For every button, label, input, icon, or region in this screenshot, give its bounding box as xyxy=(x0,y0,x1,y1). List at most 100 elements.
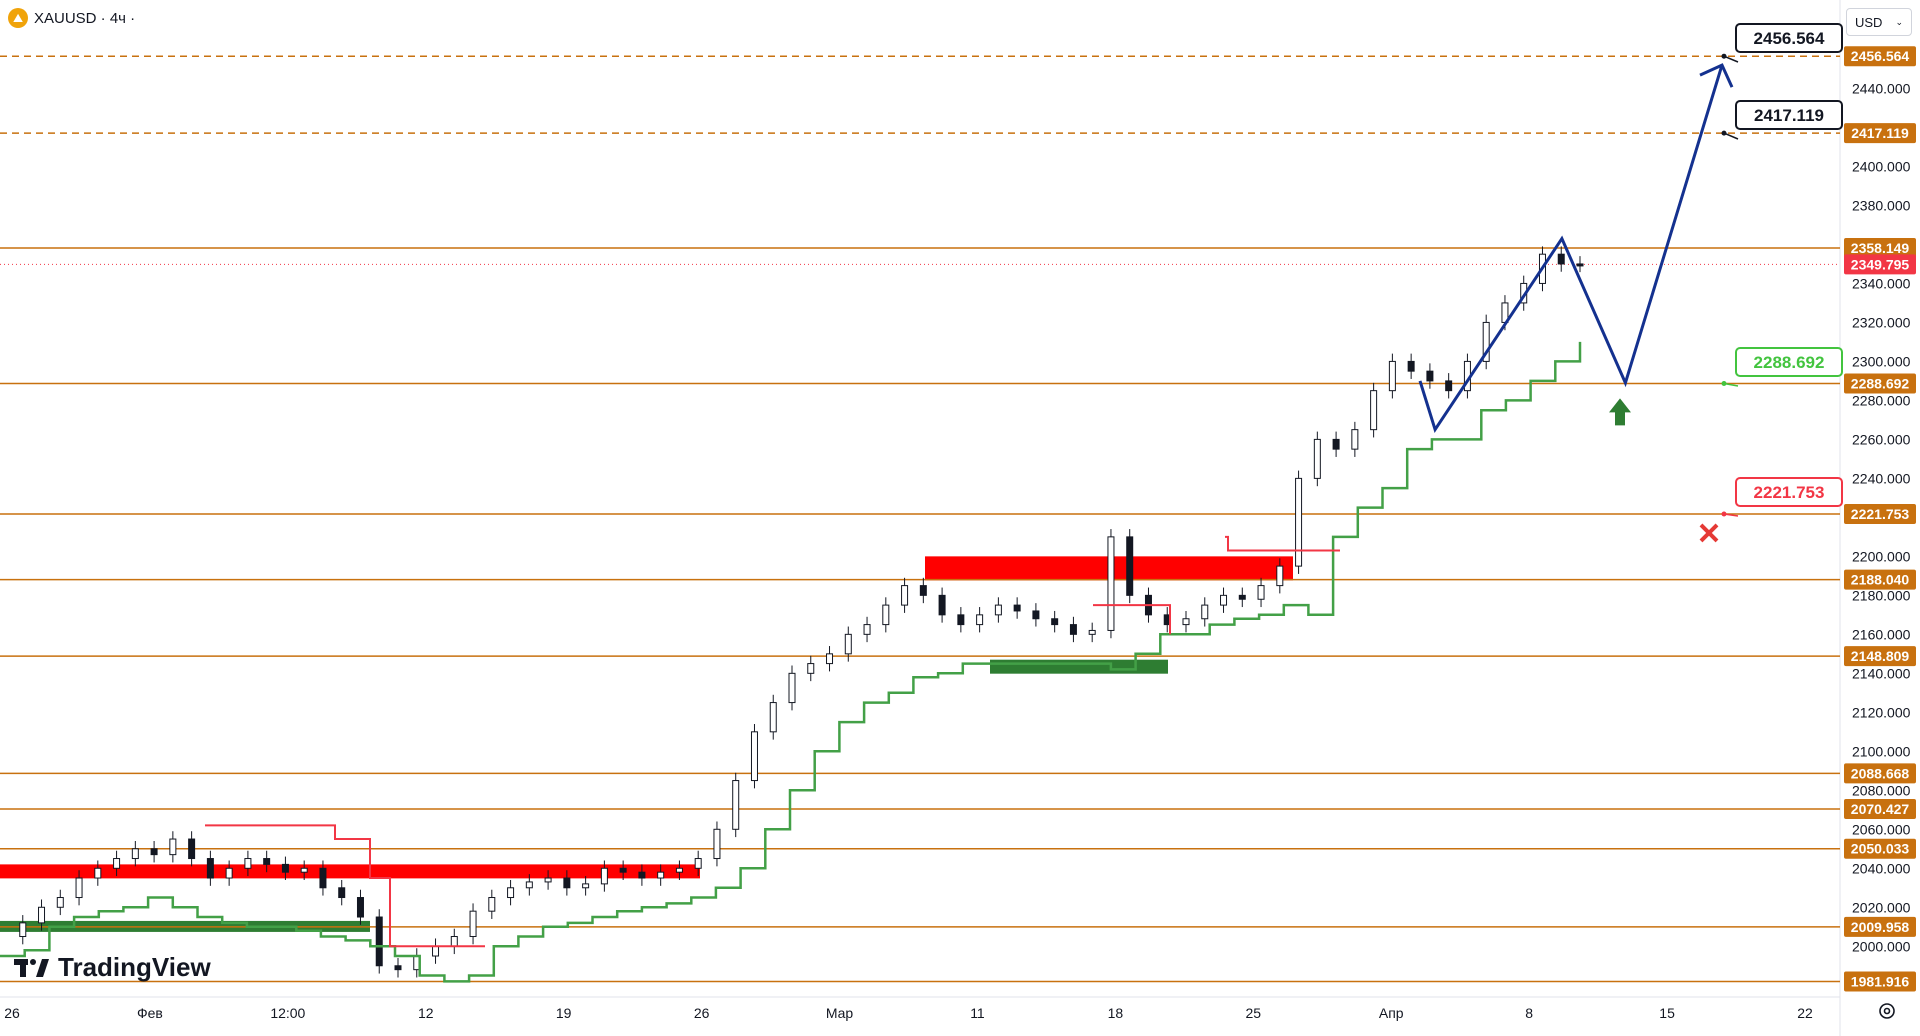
candle-body xyxy=(469,910,477,938)
candle-body xyxy=(1051,618,1059,626)
candle-body xyxy=(582,883,590,889)
price-tick-label: 2320.000 xyxy=(1852,314,1911,330)
level-price-badge xyxy=(1844,798,1916,819)
level-price-label: 2288.692 xyxy=(1851,375,1910,391)
callout-box xyxy=(1735,23,1843,53)
level-price-label: 1981.916 xyxy=(1851,974,1910,990)
price-tick-label: 2040.000 xyxy=(1852,860,1911,876)
level-price-badge xyxy=(1844,46,1916,67)
candle-body xyxy=(769,702,777,733)
candle-body xyxy=(225,867,233,879)
candle-body xyxy=(600,867,608,885)
price-callout: 2221.753 xyxy=(1721,477,1843,517)
candle-body xyxy=(713,828,721,860)
price-tick-label: 2200.000 xyxy=(1852,548,1911,564)
candle-body xyxy=(1126,536,1134,596)
price-tick-label: 2260.000 xyxy=(1852,431,1911,447)
callout-anchor xyxy=(1721,53,1727,59)
candle-body xyxy=(169,838,177,856)
candle-body xyxy=(263,858,271,865)
support-zone xyxy=(990,659,1168,674)
symbol-label: XAUUSD · 4ч · xyxy=(34,9,136,27)
callout-pointer xyxy=(1723,55,1739,63)
time-tick-label: 26 xyxy=(694,1005,710,1021)
candle-body xyxy=(244,858,252,869)
price-tick-label: 2240.000 xyxy=(1852,470,1911,486)
time-tick-label: Апр xyxy=(1379,1005,1404,1021)
candle-body xyxy=(882,604,890,626)
level-price-label: 2070.427 xyxy=(1851,801,1910,817)
candle-body xyxy=(1388,360,1396,392)
price-tick-label: 2020.000 xyxy=(1852,899,1911,915)
level-price-badge xyxy=(1844,238,1916,259)
candle-body xyxy=(938,594,946,616)
candle-body xyxy=(1013,604,1021,612)
candle-body xyxy=(1576,263,1584,267)
callout-anchor xyxy=(1721,130,1727,136)
candle-body xyxy=(150,848,158,856)
level-price-label: 2148.809 xyxy=(1851,648,1910,664)
brand-name: TradingView xyxy=(58,952,211,982)
time-tick-label: Фев xyxy=(137,1005,163,1021)
price-callout: 2417.119 xyxy=(1721,100,1843,140)
level-price-label: 2456.564 xyxy=(1851,48,1910,64)
level-price-badge xyxy=(1844,763,1916,784)
settings-gear-icon[interactable] xyxy=(1876,1000,1898,1022)
price-tick-label: 2440.000 xyxy=(1852,80,1911,96)
candle-body xyxy=(732,780,740,830)
tradingview-logo: TradingView xyxy=(14,952,211,983)
price-callout: 2288.692 xyxy=(1721,347,1843,387)
candle-body xyxy=(38,906,46,924)
price-tick-label: 2160.000 xyxy=(1852,626,1911,642)
candle-body xyxy=(450,936,458,947)
resistance-zone xyxy=(0,864,700,879)
projection-arrowhead xyxy=(1699,63,1734,88)
resistance-trail-line xyxy=(1093,535,1340,635)
candle-body xyxy=(94,867,102,879)
candle-body xyxy=(75,877,83,899)
candle-body xyxy=(1313,438,1321,479)
resistance-trail-line xyxy=(205,824,485,948)
time-tick-label: 22 xyxy=(1797,1005,1813,1021)
currency-select[interactable]: USD ⌄ xyxy=(1846,8,1912,36)
level-price-badge xyxy=(1844,503,1916,524)
price-tick-label: 2060.000 xyxy=(1852,821,1911,837)
time-tick-label: 12 xyxy=(418,1005,434,1021)
candle-body xyxy=(394,965,402,971)
time-tick-label: 12:00 xyxy=(270,1005,305,1021)
candle-body xyxy=(300,867,308,873)
candle-body xyxy=(1482,321,1490,362)
candle-body xyxy=(657,871,665,879)
candle-body xyxy=(619,867,627,873)
callout-label: 2221.753 xyxy=(1754,483,1825,502)
candle-body xyxy=(976,614,984,626)
price-tick-label: 2280.000 xyxy=(1852,392,1911,408)
symbol-header[interactable]: ⛰ XAUUSD · 4ч · xyxy=(8,8,135,28)
candle-body xyxy=(826,653,834,665)
price-callout: 2456.564 xyxy=(1721,23,1843,63)
candle-body xyxy=(188,838,196,860)
level-price-badge xyxy=(1844,916,1916,937)
candle-body xyxy=(131,848,139,860)
candle-body xyxy=(1557,253,1565,265)
callout-pointer xyxy=(1723,132,1739,140)
price-tick-label: 2080.000 xyxy=(1852,782,1911,798)
candle-body xyxy=(1182,618,1190,626)
callout-anchor xyxy=(1721,511,1727,517)
candle-body xyxy=(281,863,289,873)
chevron-down-icon: ⌄ xyxy=(1895,16,1903,27)
candle-body xyxy=(488,897,496,912)
level-price-badge xyxy=(1844,373,1916,394)
price-tick-label: 2400.000 xyxy=(1852,158,1911,174)
price-tick-label: 2100.000 xyxy=(1852,743,1911,759)
time-tick-label: Мар xyxy=(826,1005,854,1021)
price-tick-label: 2380.000 xyxy=(1852,197,1911,213)
buy-arrow-icon xyxy=(1609,398,1631,426)
gold-symbol-icon: ⛰ xyxy=(8,8,28,28)
callout-label: 2456.564 xyxy=(1754,29,1825,48)
candles xyxy=(19,246,1584,978)
candle-body xyxy=(1257,585,1265,600)
level-price-label: 2221.753 xyxy=(1851,506,1910,522)
level-price-badge xyxy=(1844,646,1916,667)
